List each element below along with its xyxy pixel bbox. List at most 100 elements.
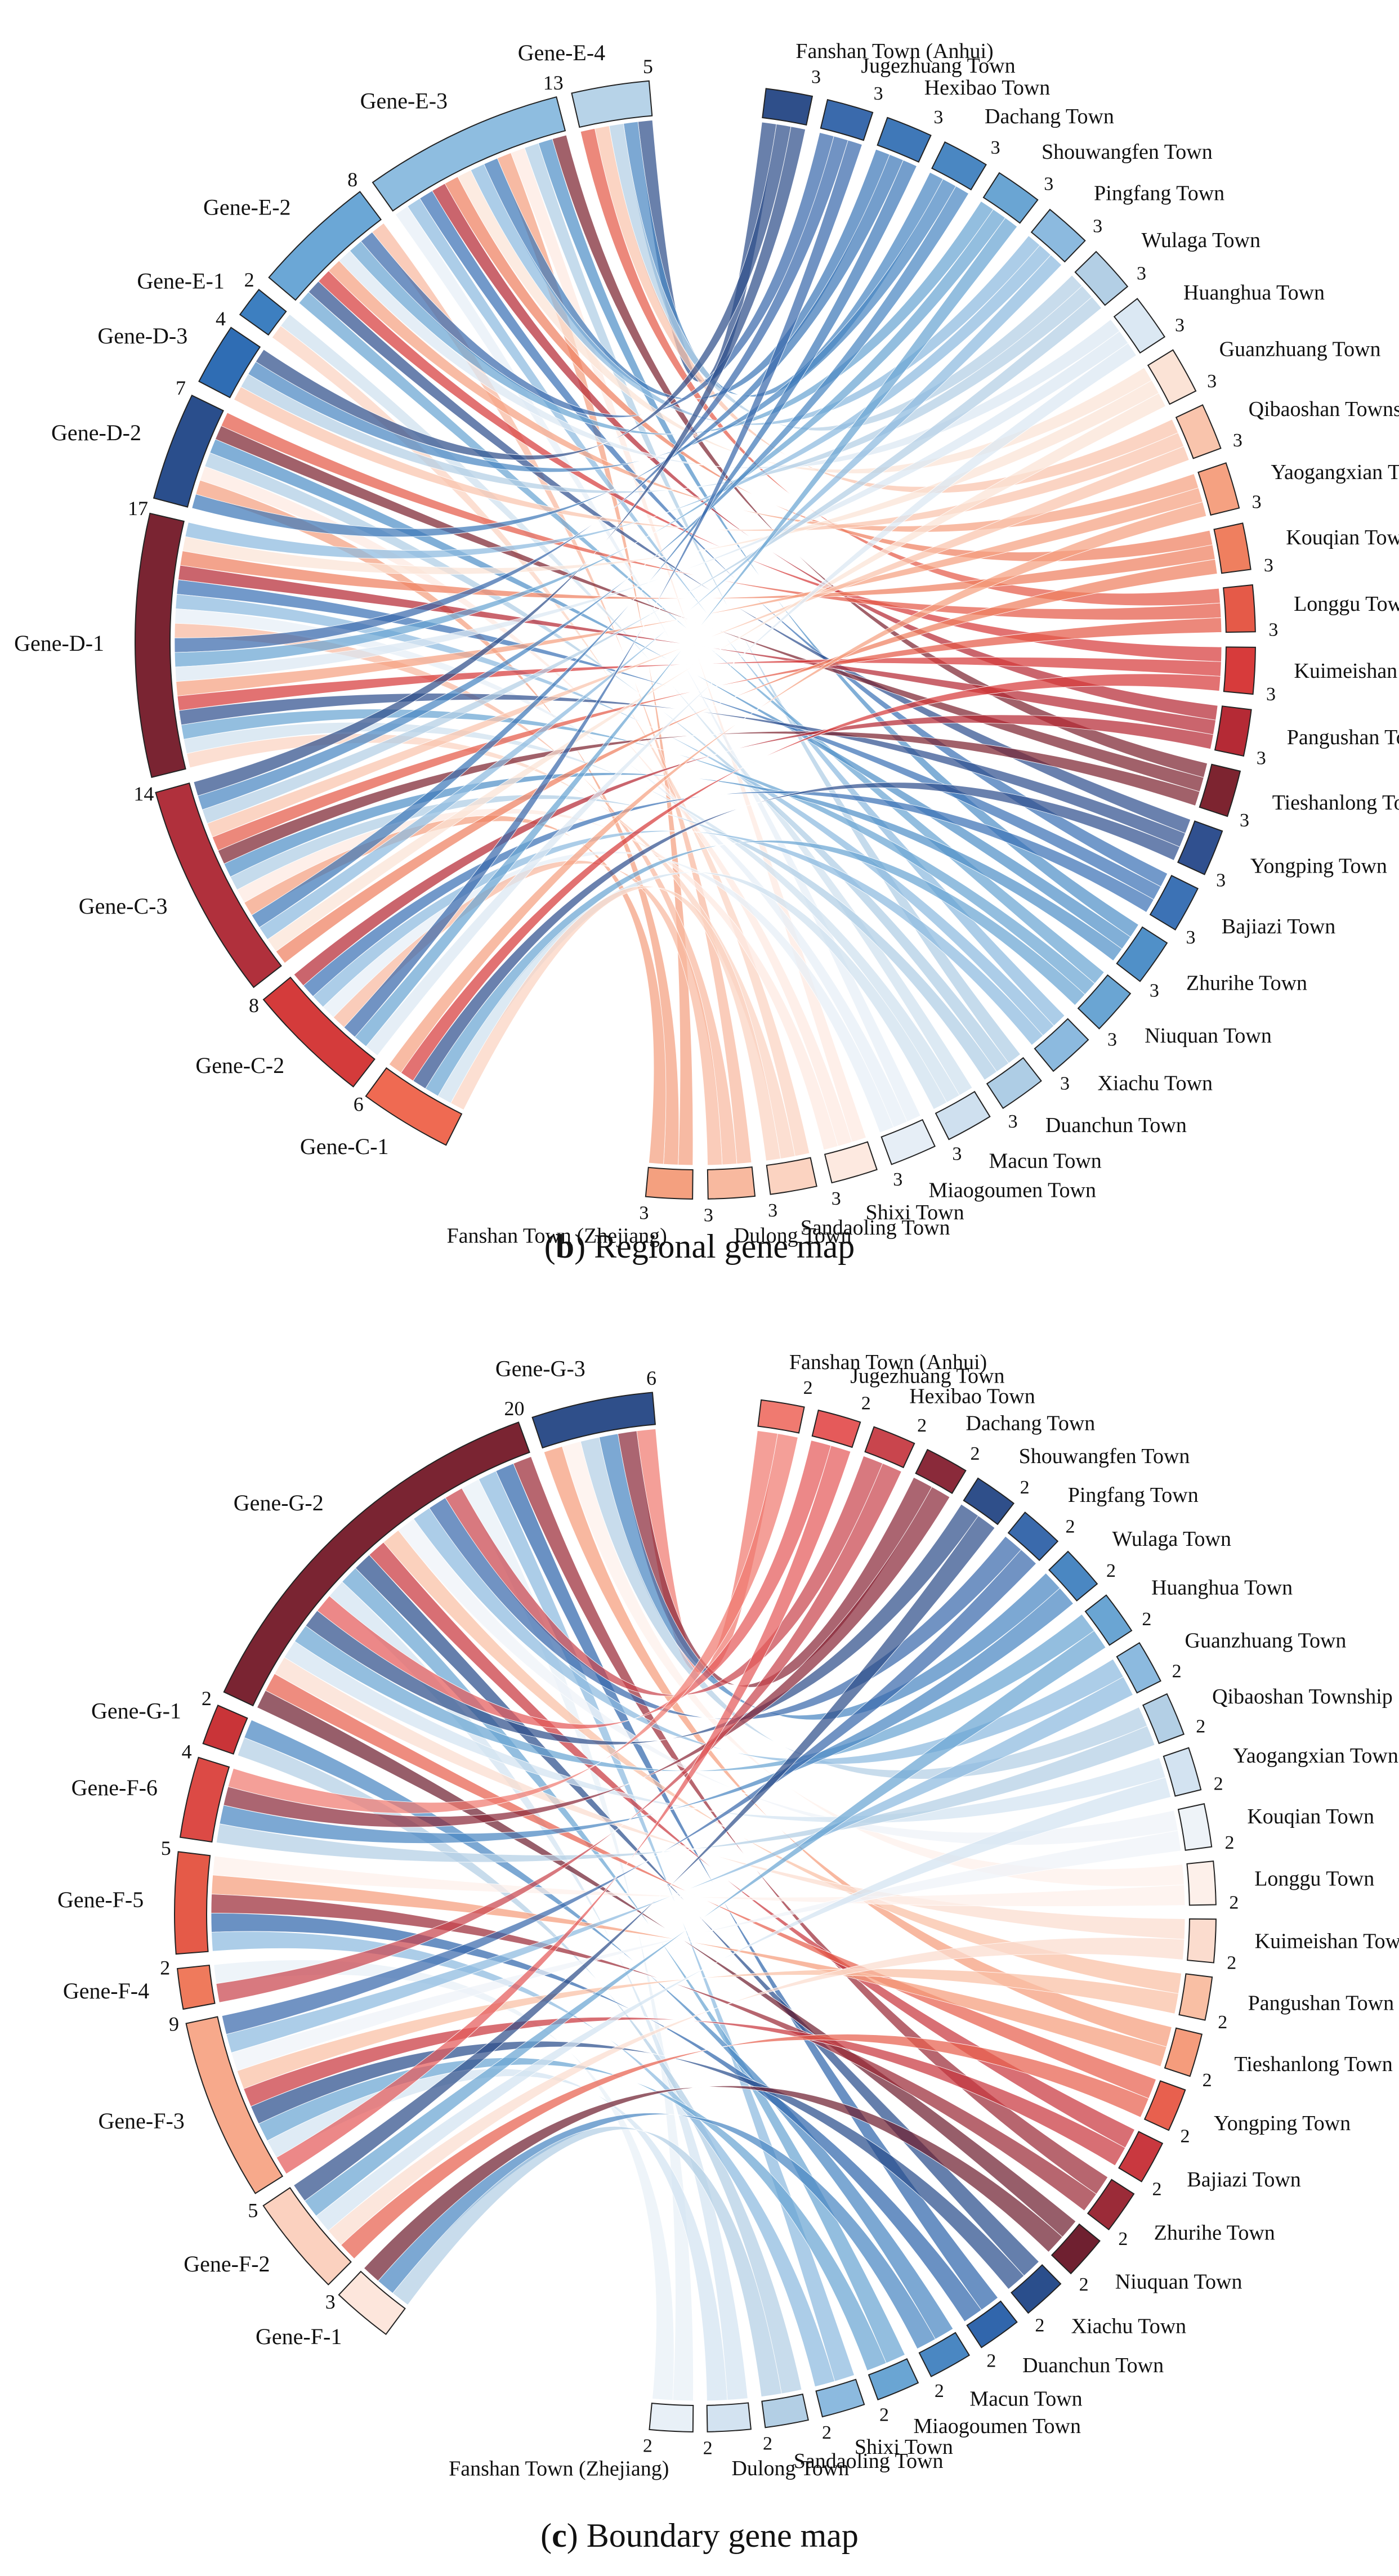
town-label-zhurihe-town: Zhurihe Town <box>1186 972 1307 995</box>
town-label-yongping-town: Yongping Town <box>1214 2112 1351 2135</box>
town-arc-yongping-town <box>1177 820 1223 875</box>
town-arc-shixi-town <box>815 2378 865 2418</box>
town-arc-huanghua-town <box>1113 298 1166 354</box>
town-count-kouqian-town: 3 <box>1264 555 1273 576</box>
town-label-dulong-town: Dulong Town <box>731 2457 849 2480</box>
town-arc-macun-town <box>935 1090 991 1141</box>
gene-count-gene-e-2: 8 <box>347 168 357 191</box>
chord-ribbon <box>419 190 1168 887</box>
chord-ribbon <box>227 1433 798 1814</box>
chord-ribbon <box>226 1676 1134 2053</box>
town-arc-pangushan-town <box>1214 705 1252 757</box>
chord-ribbon <box>552 135 1208 778</box>
town-label-shouwangfen-town: Shouwangfen Town <box>1042 140 1213 164</box>
town-count-xiachu-town: 2 <box>1035 2315 1044 2336</box>
town-arc-pangushan-town <box>1178 1973 1213 2021</box>
town-arc-fanshan-town-anhui <box>762 88 814 126</box>
town-arc-fanshan-town-zhejiang <box>645 1166 694 1200</box>
town-count-shixi-town: 2 <box>822 2422 832 2443</box>
town-arc-dachang-town <box>931 141 987 191</box>
chord-ribbon <box>211 1931 835 2387</box>
town-arc-kouqian-town <box>1177 1803 1213 1851</box>
chord-ribbon <box>363 2085 1063 2282</box>
chord-ribbon <box>450 886 781 1161</box>
chord-ribbon <box>392 2126 782 2398</box>
town-arc-sandaoling-town <box>766 1157 817 1195</box>
town-label-qibaoshan-township: Qibaoshan Township <box>1212 1685 1393 1709</box>
town-label-shouwangfen-town: Shouwangfen Town <box>1019 1444 1190 1468</box>
town-count-yongping-town: 2 <box>1180 2126 1190 2146</box>
chord-ribbon <box>237 1737 802 2394</box>
town-arc-shouwangfen-town <box>963 1477 1015 1526</box>
town-count-yaogangxian-town: 2 <box>1214 1773 1223 1794</box>
chord-ribbon <box>219 1587 1074 1844</box>
town-count-hexibao-town: 3 <box>933 107 943 128</box>
segments: Gene-G-3 6 Gene-G-2 20 Gene-G-1 2 Gene-F-6 4 Gen… <box>57 1350 1399 2480</box>
gene-label-gene-f-6: Gene-F-6 <box>71 1775 158 1800</box>
chord-ribbon <box>276 1445 851 2175</box>
chord-ribbon <box>432 183 1218 721</box>
town-count-pingfang-town: 2 <box>1065 1517 1075 1537</box>
town-count-dulong-town: 2 <box>703 2438 713 2459</box>
town-label-longgu-town: Longgu Town <box>1294 592 1399 616</box>
town-arc-fanshan-town-zhejiang <box>649 2403 694 2432</box>
town-count-pangushan-town: 2 <box>1218 2012 1227 2033</box>
town-arc-dachang-town <box>915 1448 967 1494</box>
gene-label-gene-e-4: Gene-E-4 <box>518 40 605 65</box>
gene-label-gene-e-3: Gene-E-3 <box>360 88 448 114</box>
town-arc-bajiazi-town <box>1118 2131 1164 2183</box>
town-label-guanzhuang-town: Guanzhuang Town <box>1219 337 1381 361</box>
town-count-zhurihe-town: 2 <box>1118 2229 1128 2249</box>
chord-ribbon <box>221 1549 1037 2035</box>
gene-count-gene-g-3: 6 <box>646 1367 656 1389</box>
gene-count-gene-f-4: 2 <box>160 1957 170 1979</box>
town-count-longgu-town: 3 <box>1268 619 1278 640</box>
town-label-sandaoling-town: Sandaoling Town <box>801 1216 950 1240</box>
chord-ribbon <box>204 452 1009 1072</box>
chord-ribbon <box>197 186 969 811</box>
town-count-macun-town: 3 <box>952 1143 962 1164</box>
town-label-longgu-town: Longgu Town <box>1254 1867 1374 1890</box>
town-arc-wulaga-town <box>1048 1550 1098 1602</box>
town-label-yongping-town: Yongping Town <box>1250 854 1387 878</box>
town-arc-macun-town <box>918 2332 971 2377</box>
town-arc-yaogangxian-town <box>1197 462 1240 516</box>
chord-ribbon <box>212 1855 1186 1907</box>
chord-ribbon <box>271 325 810 1157</box>
gene-arc-gene-e-4 <box>571 80 653 128</box>
chord-ribbon <box>328 260 1199 533</box>
chord-ribbon <box>231 1830 1182 2072</box>
chord-ribbon <box>233 386 1185 531</box>
chord-ribbon <box>191 154 904 538</box>
gene-label-gene-d-1: Gene-D-1 <box>14 630 104 656</box>
town-count-dulong-town: 3 <box>704 1205 713 1226</box>
town-arc-miaogoumen-town <box>868 2358 919 2401</box>
town-arc-hexibao-town <box>864 1426 915 1469</box>
town-label-shixi-town: Shixi Town <box>855 2435 953 2459</box>
town-label-kuimeishan-town: Kuimeishan Town <box>1255 1929 1399 1953</box>
town-arc-zhurihe-town <box>1087 2179 1135 2231</box>
gene-count-gene-c-3: 14 <box>133 782 154 805</box>
chord-ribbon <box>174 136 848 653</box>
gene-arc-gene-e-1 <box>239 289 287 336</box>
chord-ribbon <box>400 673 1221 1081</box>
town-count-longgu-town: 2 <box>1229 1893 1239 1913</box>
gene-count-gene-g-1: 2 <box>202 1687 212 1710</box>
town-count-guanzhuang-town: 2 <box>1172 1661 1182 1681</box>
gene-arc-gene-g-3 <box>531 1392 656 1449</box>
chord-ribbon <box>223 1486 950 1828</box>
town-label-kouqian-town: Kouqian Town <box>1247 1805 1374 1828</box>
chord-ribbon <box>413 782 1181 1089</box>
chord-ribbon <box>284 1641 1166 1823</box>
regional-gene-chord-diagram: Gene-E-4 5 Gene-E-3 13 Gene-E-2 8 Gene-E-1 2 Gen… <box>14 39 1399 1247</box>
town-arc-longgu-town <box>1223 584 1256 633</box>
town-count-kuimeishan-town: 2 <box>1227 1952 1236 1973</box>
town-arc-kouqian-town <box>1213 522 1251 574</box>
town-arc-guanzhuang-town <box>1147 349 1197 405</box>
chord-ribbon <box>303 790 1154 997</box>
gene-label-gene-f-3: Gene-F-3 <box>99 2108 185 2134</box>
gene-arc-gene-c-2 <box>262 976 376 1088</box>
town-label-dachang-town: Dachang Town <box>966 1411 1095 1435</box>
